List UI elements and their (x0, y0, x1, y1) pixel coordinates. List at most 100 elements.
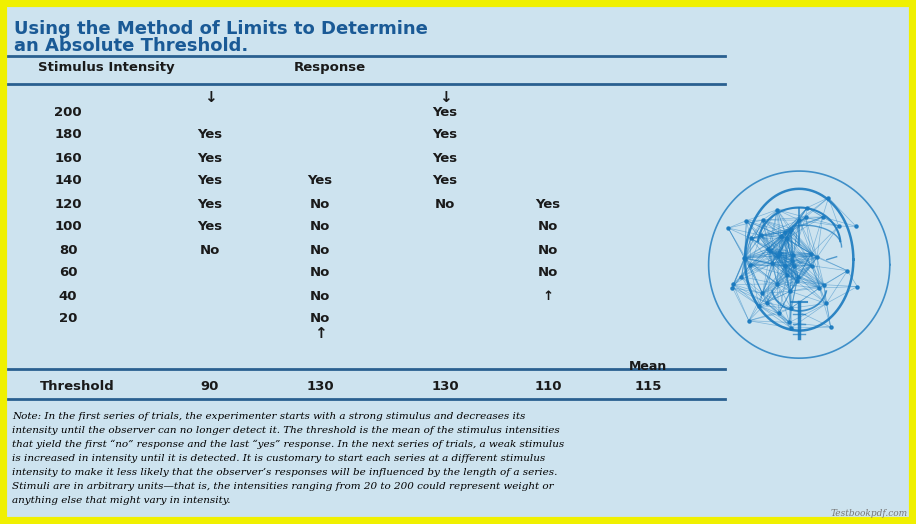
Point (770, 280, 785, 288)
Point (785, 257, 800, 266)
Point (778, 262, 792, 270)
Text: Stimulus Intensity: Stimulus Intensity (38, 61, 175, 74)
Text: Yes: Yes (198, 174, 223, 188)
Point (725, 283, 740, 292)
Point (743, 261, 758, 269)
Text: ↓: ↓ (203, 90, 216, 104)
Text: Response: Response (294, 61, 366, 74)
Point (786, 261, 801, 270)
Text: Yes: Yes (198, 198, 223, 211)
Point (737, 255, 752, 263)
Point (754, 231, 769, 239)
Text: No: No (310, 221, 330, 234)
Text: Yes: Yes (432, 174, 458, 188)
Point (786, 251, 801, 259)
Text: intensity to make it less likely that the observer’s responses will be influence: intensity to make it less likely that th… (12, 468, 557, 477)
Text: Yes: Yes (198, 151, 223, 165)
Point (752, 301, 767, 310)
Point (819, 299, 834, 308)
Point (812, 284, 827, 292)
Point (761, 244, 776, 253)
Point (780, 271, 794, 279)
Text: is increased in intensity until it is detected. It is customary to start each se: is increased in intensity until it is de… (12, 454, 545, 463)
Point (800, 203, 814, 212)
Point (725, 280, 740, 289)
Text: 115: 115 (634, 379, 661, 392)
Point (734, 272, 748, 281)
Text: 120: 120 (54, 198, 82, 211)
Text: 200: 200 (54, 105, 82, 118)
Text: No: No (538, 244, 558, 257)
Text: Yes: Yes (198, 128, 223, 141)
Point (759, 299, 774, 307)
Point (741, 316, 756, 325)
Text: No: No (310, 267, 330, 279)
Text: No: No (435, 198, 455, 211)
Text: ↑: ↑ (313, 326, 326, 342)
Point (832, 222, 846, 230)
Point (770, 205, 785, 214)
Text: that yield the first “no” response and the last “yes” response. In the next seri: that yield the first “no” response and t… (12, 440, 564, 449)
Point (784, 324, 799, 332)
Point (783, 287, 798, 296)
Text: Stimuli are in arbitrary units—that is, the intensities ranging from 20 to 200 c: Stimuli are in arbitrary units—that is, … (12, 482, 553, 491)
Point (721, 224, 736, 232)
Text: 80: 80 (59, 244, 77, 257)
Point (784, 224, 799, 233)
Text: an Absolute Threshold.: an Absolute Threshold. (14, 37, 248, 55)
Text: Testbookpdf.com: Testbookpdf.com (831, 509, 908, 518)
Text: No: No (310, 289, 330, 302)
Point (773, 232, 788, 240)
Point (810, 253, 824, 261)
Text: No: No (310, 198, 330, 211)
Text: 180: 180 (54, 128, 82, 141)
Point (791, 272, 806, 281)
Text: anything else that might vary in intensity.: anything else that might vary in intensi… (12, 496, 231, 505)
Point (791, 216, 806, 224)
Point (765, 259, 780, 268)
Text: Yes: Yes (536, 198, 561, 211)
Text: Yes: Yes (432, 105, 458, 118)
Point (804, 261, 819, 270)
Point (850, 282, 865, 291)
Text: Yes: Yes (198, 221, 223, 234)
Point (848, 222, 863, 231)
Point (772, 248, 787, 257)
Point (755, 289, 769, 298)
Text: Yes: Yes (432, 128, 458, 141)
Point (821, 193, 835, 202)
Text: No: No (538, 267, 558, 279)
Text: 140: 140 (54, 174, 82, 188)
Text: 20: 20 (59, 312, 77, 325)
Point (784, 304, 799, 312)
Point (815, 213, 830, 221)
Text: No: No (538, 221, 558, 234)
Point (782, 318, 797, 326)
Text: Using the Method of Limits to Determine: Using the Method of Limits to Determine (14, 20, 428, 38)
Text: Note: In the first series of trials, the experimenter starts with a strong stimu: Note: In the first series of trials, the… (12, 412, 526, 421)
Point (790, 277, 804, 286)
Point (782, 227, 797, 235)
Text: Mean: Mean (629, 361, 667, 374)
FancyBboxPatch shape (5, 5, 911, 519)
Point (816, 280, 831, 289)
Text: 160: 160 (54, 151, 82, 165)
Text: 90: 90 (201, 379, 219, 392)
Text: 130: 130 (431, 379, 459, 392)
Point (803, 249, 818, 258)
Point (823, 323, 838, 331)
Point (770, 252, 785, 260)
Text: No: No (200, 244, 220, 257)
Text: Yes: Yes (308, 174, 333, 188)
Point (778, 228, 792, 236)
Point (756, 216, 770, 224)
Text: ↑: ↑ (542, 289, 553, 302)
Point (763, 247, 778, 256)
Point (780, 234, 794, 243)
Text: No: No (310, 244, 330, 257)
Point (739, 216, 754, 225)
Text: intensity until the observer can no longer detect it. The threshold is the mean : intensity until the observer can no long… (12, 426, 560, 435)
Point (737, 254, 752, 262)
Point (743, 234, 758, 243)
Point (798, 213, 812, 222)
